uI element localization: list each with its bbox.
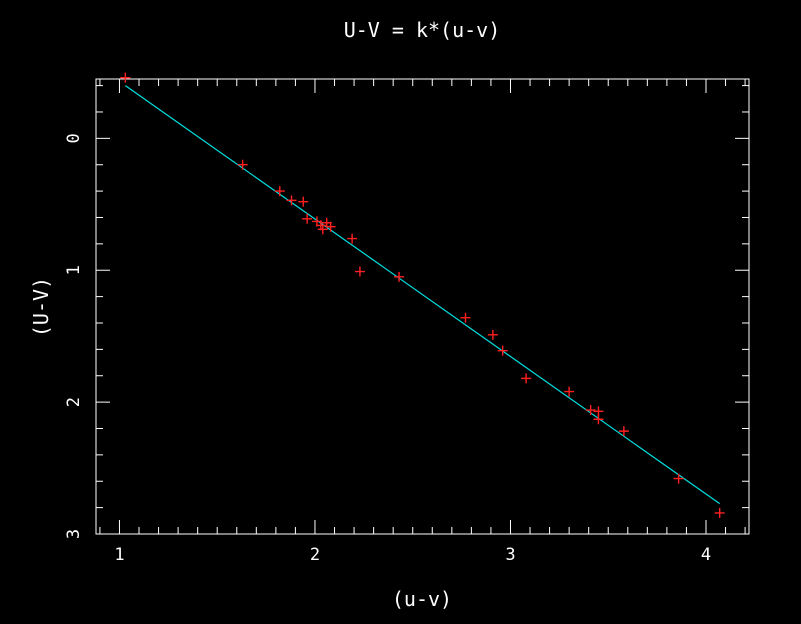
data-point bbox=[394, 271, 405, 282]
data-point bbox=[460, 312, 471, 323]
axis-ticks bbox=[96, 79, 749, 535]
fit-line bbox=[124, 85, 721, 505]
y-tick-label: 1 bbox=[64, 265, 84, 275]
data-point bbox=[564, 386, 575, 397]
x-tick-label: 1 bbox=[114, 545, 124, 565]
x-axis-label: (u-v) bbox=[392, 587, 452, 611]
chart-title: U-V = k*(u-v) bbox=[344, 18, 501, 42]
y-tick-label: 0 bbox=[64, 133, 84, 143]
y-axis-label: (U-V) bbox=[29, 277, 53, 337]
data-point bbox=[354, 266, 365, 277]
data-point bbox=[317, 224, 328, 235]
x-tick-label: 4 bbox=[701, 545, 711, 565]
data-point bbox=[714, 507, 725, 518]
data-point bbox=[298, 196, 309, 207]
data-point bbox=[286, 195, 297, 206]
data-point bbox=[497, 345, 508, 356]
data-point bbox=[487, 329, 498, 340]
data-point bbox=[618, 426, 629, 437]
data-point bbox=[673, 473, 684, 484]
data-point bbox=[302, 213, 313, 224]
x-tick-labels: 1 2 3 4 bbox=[114, 545, 711, 565]
x-tick-label: 2 bbox=[310, 545, 320, 565]
data-point bbox=[274, 186, 285, 197]
y-tick-labels: 0 1 2 3 bbox=[64, 133, 84, 539]
plot-frame bbox=[95, 78, 750, 535]
fit-line-layer bbox=[124, 85, 721, 505]
data-point bbox=[521, 373, 532, 384]
data-points bbox=[120, 72, 725, 518]
data-point bbox=[347, 233, 358, 244]
data-point bbox=[585, 405, 596, 416]
y-tick-label: 2 bbox=[64, 397, 84, 407]
data-point bbox=[237, 159, 248, 170]
x-tick-label: 3 bbox=[505, 545, 515, 565]
data-point bbox=[325, 221, 336, 232]
data-point bbox=[120, 72, 131, 83]
y-tick-label: 3 bbox=[64, 529, 84, 539]
data-point bbox=[593, 414, 604, 425]
